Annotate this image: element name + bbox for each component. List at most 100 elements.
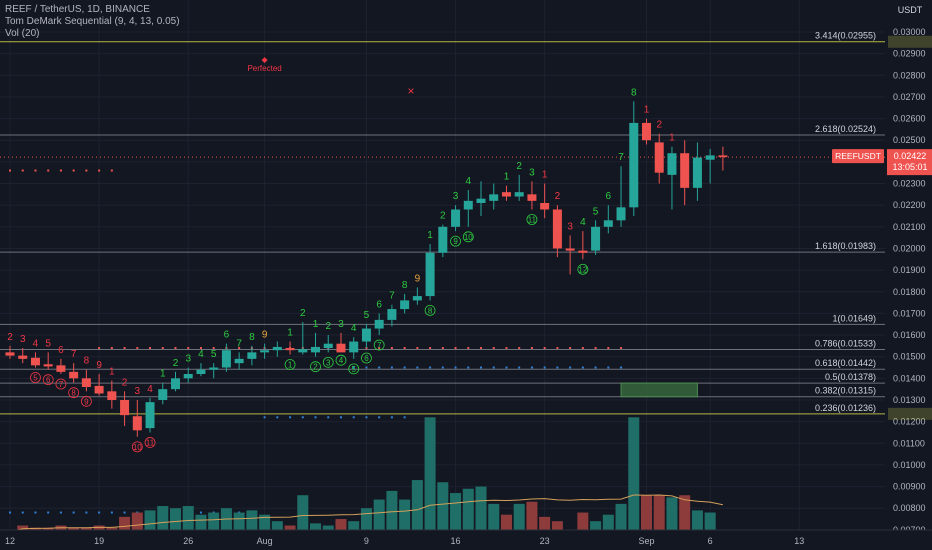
- td-resistance-dot: [429, 347, 432, 350]
- volume-bar: [386, 490, 398, 530]
- td-countdown-count: 5: [33, 374, 38, 383]
- price-tick-label: 0.02700: [893, 92, 926, 102]
- td-resistance-dot: [212, 347, 215, 350]
- candle-body: [145, 402, 155, 429]
- td-resistance-dot: [441, 347, 444, 350]
- td-support-dot: [85, 511, 88, 514]
- date-tick-label: 6: [708, 536, 713, 546]
- price-tick-label: 0.01500: [893, 352, 926, 362]
- price-tick-label: 0.00800: [893, 503, 926, 513]
- td-resistance-dot: [9, 169, 11, 172]
- td-support-dot: [569, 366, 572, 369]
- price-tick-label: 0.02900: [893, 49, 926, 59]
- volume-bar: [513, 503, 525, 530]
- candle-body: [260, 350, 270, 353]
- td-sell-setup-count: 8: [249, 332, 255, 343]
- td-support-dot: [467, 366, 470, 369]
- td-support-dot: [365, 366, 368, 369]
- fib-level-label: 0.382(0.01315): [815, 386, 876, 396]
- td-resistance-dot: [543, 347, 546, 350]
- td-resistance-dot: [72, 169, 75, 172]
- candle-body: [451, 209, 461, 227]
- td-resistance-dot: [136, 347, 139, 350]
- volume-bar: [144, 510, 156, 530]
- td-sell-setup-count: 5: [364, 310, 370, 321]
- legend-symbol: REEF / TetherUS, 1D, BINANCE: [5, 4, 150, 15]
- fib-level-label: 0.786(0.01533): [815, 339, 876, 349]
- td-countdown-count: 6: [364, 354, 369, 363]
- td-buy-setup-count: 2: [555, 191, 561, 202]
- candle-body: [43, 364, 53, 367]
- td-countdown-circle: [450, 235, 461, 247]
- td-buy-setup-count: 4: [147, 384, 153, 395]
- td-sell-setup-count: 1: [313, 319, 319, 330]
- candle-body: [603, 220, 613, 227]
- td-support-dot: [276, 416, 279, 419]
- td-support-dot: [21, 511, 24, 514]
- td-resistance-dot: [98, 347, 101, 350]
- td-resistance-dot: [607, 347, 610, 350]
- td-countdown-count: 3: [326, 358, 331, 367]
- candle-body: [158, 389, 168, 400]
- fib-level-label: 0.5(0.01378): [825, 372, 876, 382]
- td-sell-setup-count: 1: [160, 369, 166, 380]
- td-countdown-circle: [348, 363, 360, 375]
- td-support-dot: [607, 366, 610, 369]
- td-support-dot: [378, 416, 381, 419]
- td-countdown-count: 12: [578, 265, 587, 274]
- volume-bar: [68, 527, 80, 530]
- candle-body: [30, 357, 40, 366]
- candle-body: [170, 378, 180, 390]
- td-resistance-dot: [620, 347, 623, 350]
- legend-indicator-volume: Vol (20): [5, 28, 40, 39]
- td-sell-setup-count: 4: [351, 323, 357, 334]
- volume-bar: [399, 499, 411, 530]
- td-countdown-count: 4: [339, 356, 344, 365]
- price-tick-label: 0.01200: [893, 417, 926, 427]
- td-countdown-count: 6: [46, 376, 51, 385]
- td-support-dot: [34, 511, 37, 514]
- candle-body: [56, 365, 66, 372]
- volume-bar: [373, 499, 385, 530]
- fib-price-tag: [888, 35, 932, 48]
- td-countdown-count: 1: [288, 361, 293, 370]
- td-buy-setup-count: 8: [84, 356, 90, 367]
- td-buy-setup-count: 4: [33, 338, 39, 349]
- highlight-zone: [620, 382, 698, 398]
- volume-bar: [169, 508, 181, 530]
- volume-bar: [195, 514, 207, 530]
- symbol-tag-box: [832, 149, 884, 164]
- volume-bar: [691, 510, 703, 530]
- td-countdown-count: 8: [71, 389, 76, 398]
- fib-level-label: 0.618(0.01442): [815, 358, 876, 368]
- fib-level-label: 1(0.01649): [832, 313, 876, 323]
- volume-bar: [246, 510, 258, 530]
- candle-body: [692, 157, 702, 188]
- currency-label: USDT: [898, 5, 923, 15]
- td-resistance-dot: [518, 347, 521, 350]
- td-buy-setup-count: 3: [20, 334, 26, 345]
- volume-bar: [131, 512, 143, 530]
- volume-bar: [551, 521, 563, 530]
- td-support-dot: [98, 511, 101, 514]
- candle-body: [552, 209, 562, 249]
- volume-bar: [80, 527, 92, 530]
- td-sell-setup-count: 3: [338, 319, 344, 330]
- td-buy-setup-count: 6: [58, 345, 64, 356]
- candle-body: [107, 391, 117, 400]
- date-tick-label: 23: [540, 536, 550, 546]
- volume-bar: [424, 417, 436, 530]
- td-resistance-dot: [403, 347, 406, 350]
- price-tick-label: 0.02100: [893, 222, 926, 232]
- td-support-dot: [620, 366, 623, 369]
- td-countdown-circle: [424, 305, 436, 316]
- date-tick-label: Aug: [257, 536, 273, 546]
- td-support-dot: [505, 366, 508, 369]
- td-countdown-circle: [68, 387, 80, 399]
- td-resistance-dot: [581, 347, 584, 350]
- td-resistance-dot: [110, 169, 113, 172]
- td-sell-setup-count: 6: [224, 330, 230, 341]
